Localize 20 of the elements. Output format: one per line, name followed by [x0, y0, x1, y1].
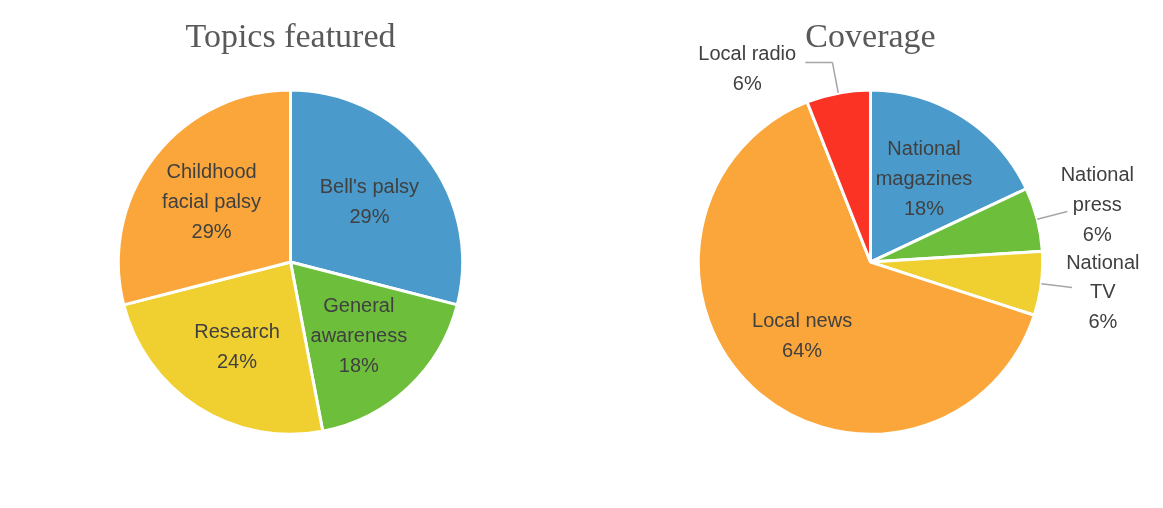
slice-label: General awareness: [310, 293, 408, 346]
data-label: 29%: [349, 204, 390, 227]
data-label: 24%: [216, 350, 258, 373]
chart-title: Topics featured: [185, 17, 396, 54]
data-label: 6%: [1088, 310, 1118, 333]
slice-label: National TV: [1066, 250, 1140, 303]
data-label: 64%: [782, 338, 823, 361]
data-label: 18%: [338, 353, 380, 376]
chart-title: Coverage: [805, 17, 936, 54]
data-label: 29%: [191, 219, 232, 242]
data-label: 6%: [732, 71, 762, 94]
data-label: 18%: [904, 196, 945, 219]
slice-label: National magazines: [875, 136, 973, 189]
slice-label: Research: [194, 320, 280, 343]
slice-label: Local radio: [698, 41, 797, 64]
data-label: 6%: [1082, 222, 1112, 245]
slice-label: Bell's palsy: [319, 174, 420, 197]
slice-label: Childhood facial palsy: [162, 159, 262, 212]
slice-label: Local news: [752, 308, 853, 331]
slice-label: National press: [1060, 162, 1135, 215]
